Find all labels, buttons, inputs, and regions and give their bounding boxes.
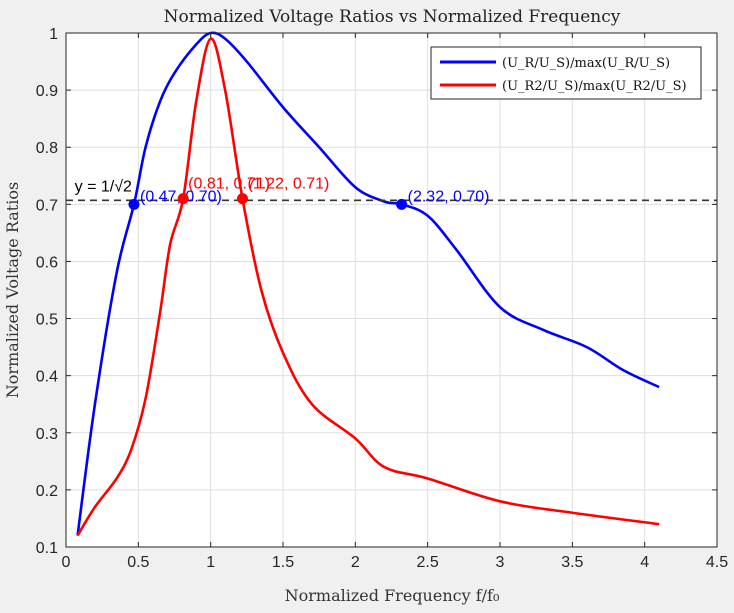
marker-label: (0.81, 0.71) <box>188 176 270 193</box>
x-tick-label: 3 <box>496 554 505 571</box>
x-tick-label: 2 <box>351 554 360 571</box>
legend: (U_R/U_S)/max(U_R/U_S) (U_R2/U_S)/max(U_… <box>430 46 702 100</box>
plot-frame <box>65 32 718 548</box>
y-axis-label: Normalized Voltage Ratios <box>3 182 22 398</box>
y-tick-label: 0.6 <box>36 254 58 271</box>
x-tick-label: 2.5 <box>417 554 439 571</box>
x-tick-label: 3.5 <box>561 554 583 571</box>
y-tick-label: 0.5 <box>36 312 58 329</box>
x-tick-label: 0 <box>62 554 71 571</box>
chart-title: Normalized Voltage Ratios vs Normalized … <box>164 7 621 27</box>
y-tick-label: 0.7 <box>36 197 58 214</box>
series-line-ur2 <box>76 37 660 537</box>
y-tick-label: 0.2 <box>36 483 58 500</box>
marker-point <box>177 193 189 205</box>
legend-entry-ur2: (U_R2/U_S)/max(U_R2/U_S) <box>502 79 687 94</box>
marker-point <box>128 198 140 210</box>
marker-point <box>236 193 248 205</box>
x-tick-label: 4 <box>640 554 649 571</box>
y-tick-label: 0.8 <box>36 140 58 157</box>
x-tick-label: 4.5 <box>706 554 728 571</box>
y-tick-label: 1 <box>49 26 58 43</box>
reference-line-label: y = 1/√2 <box>75 178 132 195</box>
y-tick-label: 0.3 <box>36 426 58 443</box>
legend-box <box>430 46 702 100</box>
x-tick-label: 1.5 <box>272 554 294 571</box>
reference-line-layer: y = 1/√2 <box>66 178 717 202</box>
x-tick-label: 0.5 <box>127 554 149 571</box>
x-axis-label: Normalized Frequency f/f₀ <box>285 586 500 605</box>
marker-label: (1.22, 0.71) <box>247 176 329 193</box>
y-tick-label: 0.1 <box>36 540 58 557</box>
marker-label: (2.32, 0.70) <box>408 188 490 205</box>
legend-entry-ur: (U_R/U_S)/max(U_R/U_S) <box>502 56 670 71</box>
plot-area <box>66 33 717 547</box>
marker-layer: (0.47, 0.70) (2.32, 0.70)(0.81, 0.71)(1.2… <box>128 176 489 210</box>
y-tick-label: 0.4 <box>36 369 58 386</box>
ticks: 0 0.5 1 1.5 2 2.5 3 3.5 4 4.5 0.1 0.2 0.3 0.4 0.5 0.6 0.… <box>36 26 728 571</box>
x-tick-label: 1 <box>206 554 215 571</box>
y-tick-label: 0.9 <box>36 83 58 100</box>
marker-point <box>396 198 408 210</box>
